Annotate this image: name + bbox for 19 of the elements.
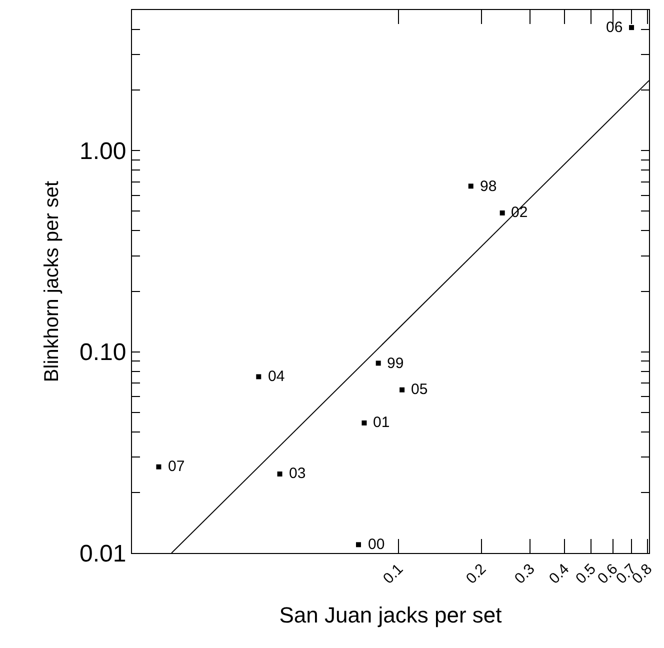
annotation: 04 — [268, 368, 285, 385]
annotation: 07 — [168, 458, 185, 475]
annotation: 98 — [480, 178, 497, 195]
x-tick-label: 0.1 — [380, 560, 407, 588]
x-axis-title: San Juan jacks per set — [279, 602, 502, 628]
x-tick-label: 0.2 — [462, 560, 490, 588]
annotation: 03 — [289, 465, 306, 482]
y-tick-label: 1.00 — [79, 138, 126, 166]
y-axis-title: Blinkhorn jacks per set — [40, 180, 63, 382]
annotation: 00 — [368, 536, 385, 553]
annotation: 05 — [411, 381, 428, 398]
x-tick-label: 0.3 — [511, 560, 538, 588]
annotation: 01 — [373, 414, 390, 431]
annotation: 99 — [387, 355, 404, 372]
y-tick-label: 0.10 — [79, 339, 126, 366]
x-tick-label: 0.5 — [572, 560, 600, 588]
annotation: 06 — [606, 19, 623, 36]
y-tick-label: 0.01 — [79, 540, 126, 568]
x-tick-label: 0.4 — [546, 560, 573, 588]
